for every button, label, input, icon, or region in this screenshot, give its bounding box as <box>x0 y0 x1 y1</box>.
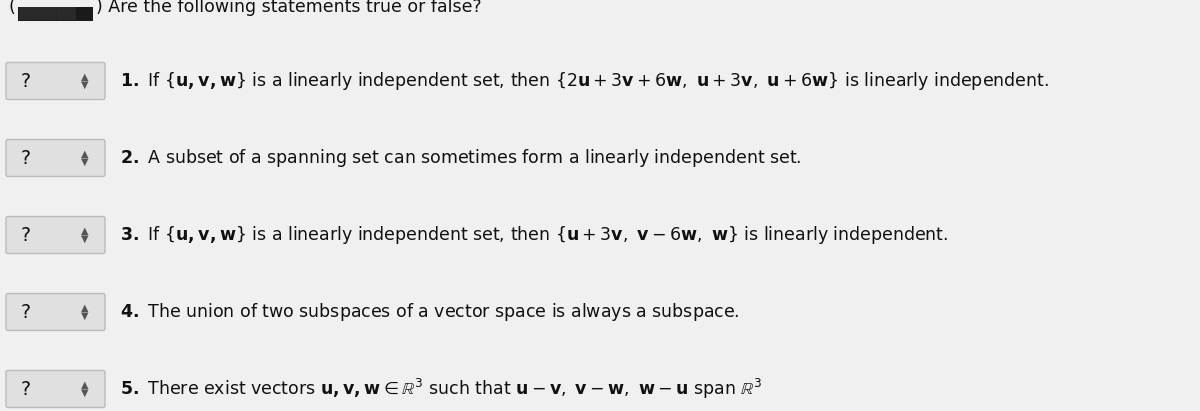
Text: ▼: ▼ <box>82 157 89 167</box>
Text: $\mathbf{3.}$ If $\{\mathbf{u, v, w}\}$ is a linearly independent set, then $\{\: $\mathbf{3.}$ If $\{\mathbf{u, v, w}\}$ … <box>120 224 948 246</box>
Text: $\mathbf{5.}$ There exist vectors $\mathbf{u, v, w} \in \mathbb{R}^3$ such that : $\mathbf{5.}$ There exist vectors $\math… <box>120 377 762 401</box>
Text: ▼: ▼ <box>82 234 89 244</box>
Text: ?: ? <box>22 226 31 245</box>
FancyBboxPatch shape <box>6 139 106 176</box>
FancyBboxPatch shape <box>6 62 106 99</box>
Bar <box>18 7 94 21</box>
Text: $\mathbf{4.}$ The union of two subspaces of a vector space is always a subspace.: $\mathbf{4.}$ The union of two subspaces… <box>120 301 739 323</box>
Text: $\mathbf{1.}$ If $\{\mathbf{u, v, w}\}$ is a linearly independent set, then $\{2: $\mathbf{1.}$ If $\{\mathbf{u, v, w}\}$ … <box>120 70 1049 92</box>
Text: ) Are the following statements true or false?: ) Are the following statements true or f… <box>96 0 481 16</box>
Text: ?: ? <box>22 72 31 90</box>
Text: ██████: ██████ <box>18 7 76 20</box>
Text: ▼: ▼ <box>82 80 89 90</box>
Text: ▲: ▲ <box>82 303 89 313</box>
Text: ▼: ▼ <box>82 388 89 398</box>
Text: ▼: ▼ <box>82 311 89 321</box>
Text: ▲: ▲ <box>82 72 89 82</box>
Text: ?: ? <box>22 379 31 399</box>
Text: (: ( <box>8 0 14 16</box>
Text: ?: ? <box>22 148 31 168</box>
Text: ▲: ▲ <box>82 149 89 159</box>
Text: ▲: ▲ <box>82 226 89 236</box>
Text: ▲: ▲ <box>82 380 89 390</box>
Text: $\mathbf{2.}$ A subset of a spanning set can sometimes form a linearly independe: $\mathbf{2.}$ A subset of a spanning set… <box>120 147 802 169</box>
FancyBboxPatch shape <box>6 370 106 407</box>
FancyBboxPatch shape <box>6 293 106 330</box>
Text: ?: ? <box>22 302 31 321</box>
FancyBboxPatch shape <box>6 217 106 254</box>
